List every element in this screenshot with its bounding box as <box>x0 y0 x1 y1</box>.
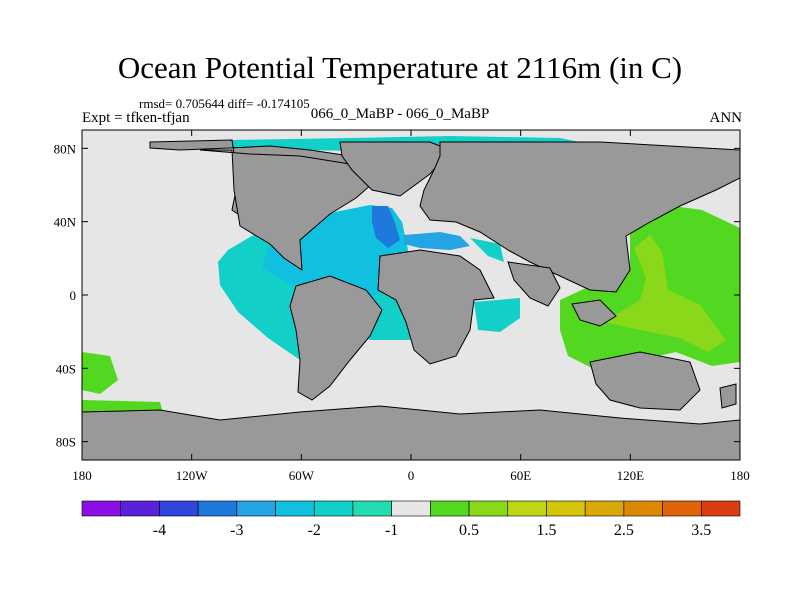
land-south-america <box>289 275 383 401</box>
colorbar-swatch-11 <box>507 500 547 517</box>
colorbar-label-3: -1 <box>385 522 398 539</box>
y-tick-label-1: 40N <box>54 215 77 230</box>
colorbar-swatch-8 <box>391 500 431 517</box>
colorbar-swatch-15 <box>662 500 702 517</box>
colorbar-swatch-1 <box>120 500 160 517</box>
colorbar-swatch-4 <box>236 500 276 517</box>
map-subtitle: 066_0_MaBP - 066_0_MaBP <box>310 106 490 122</box>
x-tick-label-0: 180 <box>72 468 92 483</box>
colorbar-label-0: -4 <box>153 522 166 539</box>
land-greenland <box>339 141 451 197</box>
axis-ticks <box>81 130 741 460</box>
x-tick-label-1: 120W <box>176 468 209 483</box>
colorbar-labels: -4 -3 -2 -1 0.5 1.5 2.5 3.5 <box>153 522 712 539</box>
colorbar-label-2: -2 <box>308 522 321 539</box>
region-indian-west <box>474 298 520 332</box>
experiment-label: Expt = tfken-tfjan <box>82 110 190 126</box>
colorbar-swatch-7 <box>352 500 392 517</box>
map-plot <box>82 130 740 460</box>
y-tick-label-0: 80N <box>54 141 77 156</box>
x-tick-label-5: 120E <box>617 468 645 483</box>
map-title: Ocean Potential Temperature at 2116m (in… <box>117 50 683 85</box>
land-eurasia <box>419 141 740 293</box>
region-southwest-pacific <box>82 352 118 394</box>
colorbar-label-4: 0.5 <box>459 522 479 539</box>
y-tick-label-3: 40S <box>56 361 76 376</box>
land-australia <box>589 351 701 411</box>
colorbar <box>81 500 741 517</box>
land-antarctica <box>82 405 740 460</box>
land-india <box>507 261 561 307</box>
colorbar-label-5: 1.5 <box>536 522 556 539</box>
colorbar-label-7: 3.5 <box>691 522 711 539</box>
season-label: ANN <box>709 110 743 126</box>
stats-line: rmsd= 0.705644 diff= -0.174105 <box>139 96 310 111</box>
y-tick-label-2: 0 <box>70 288 77 303</box>
land-north-america-main <box>199 149 379 271</box>
x-tick-label-3: 0 <box>408 468 415 483</box>
y-tick-label-4: 80S <box>56 435 76 450</box>
y-axis-labels: 80N 40N 0 40S 80S <box>54 141 77 449</box>
colorbar-swatch-13 <box>584 500 625 517</box>
land-new-zealand <box>719 383 737 409</box>
land-se-asia-islands <box>571 299 617 327</box>
colorbar-swatch-0 <box>81 500 122 517</box>
colorbar-swatch-6 <box>313 500 354 517</box>
colorbar-swatch-2 <box>159 500 199 517</box>
colorbar-swatch-5 <box>275 500 315 517</box>
colorbar-swatch-10 <box>468 500 509 517</box>
region-north-atlantic-core <box>372 206 400 248</box>
colorbar-swatch-9 <box>430 500 470 517</box>
region-middle-east <box>470 238 504 262</box>
x-tick-label-4: 60E <box>510 468 531 483</box>
x-tick-label-2: 60W <box>289 468 315 483</box>
colorbar-swatch-16 <box>700 500 741 517</box>
land-masses <box>82 139 740 460</box>
land-africa <box>377 249 495 365</box>
colorbar-swatch-3 <box>197 500 238 517</box>
colorbar-swatch-14 <box>623 500 663 517</box>
region-western-pacific-core <box>604 235 726 352</box>
region-mediterranean <box>404 232 470 250</box>
colorbar-label-1: -3 <box>230 522 243 539</box>
x-axis-labels: 180 120W 60W 0 60E 120E 180 <box>72 468 750 483</box>
colorbar-swatch-12 <box>546 500 586 517</box>
x-tick-label-6: 180 <box>730 468 750 483</box>
colorbar-label-6: 2.5 <box>614 522 634 539</box>
